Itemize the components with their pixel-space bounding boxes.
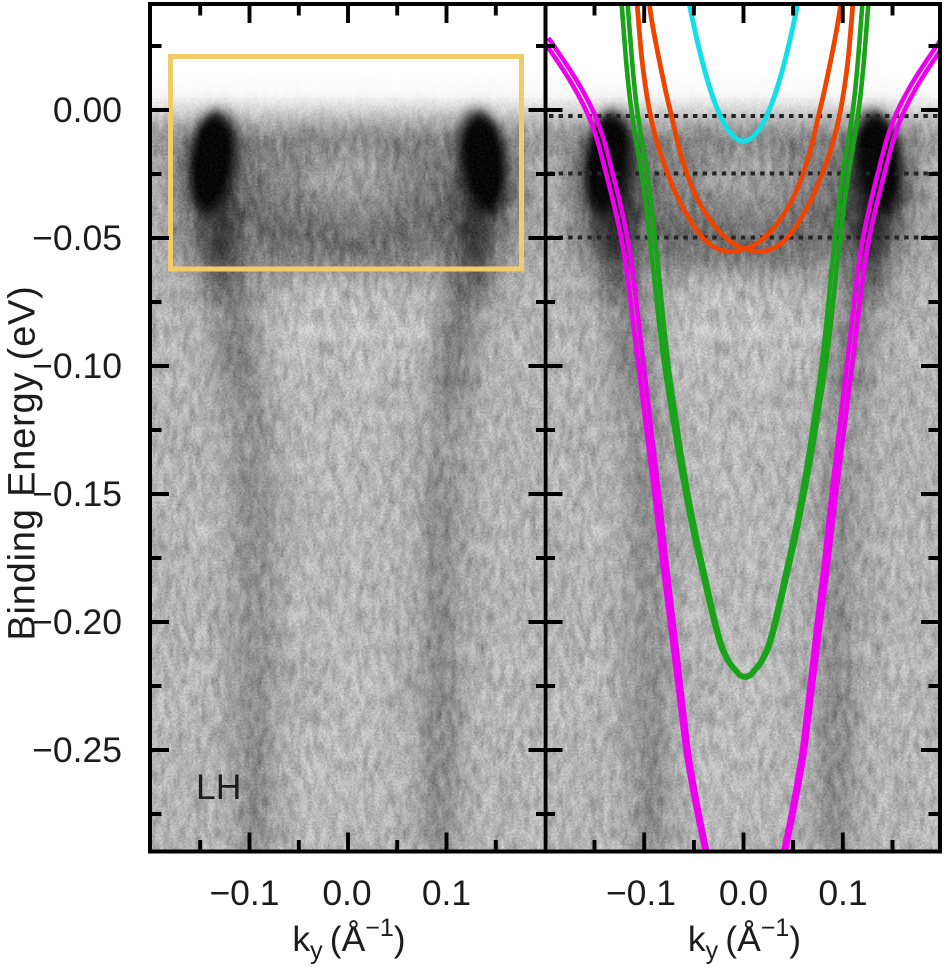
svg-text:0.0: 0.0 [719,873,768,913]
svg-text:0.1: 0.1 [818,873,867,913]
svg-text:0.0: 0.0 [322,873,371,913]
svg-text:0.1: 0.1 [422,873,471,913]
svg-text:−0.1: −0.1 [606,873,676,913]
svg-text:−0.05: −0.05 [32,218,122,258]
svg-text:−0.10: −0.10 [32,346,122,386]
svg-text:LH: LH [196,767,241,807]
svg-text:−0.1: −0.1 [209,873,279,913]
svg-text:−0.20: −0.20 [32,602,122,642]
svg-text:ky (Å−1): ky (Å−1) [292,914,405,965]
svg-text:0.00: 0.00 [53,90,122,130]
svg-text:Binding Energy (eV): Binding Energy (eV) [2,285,44,640]
svg-text:−0.15: −0.15 [32,474,122,514]
svg-text:−0.25: −0.25 [32,730,122,770]
